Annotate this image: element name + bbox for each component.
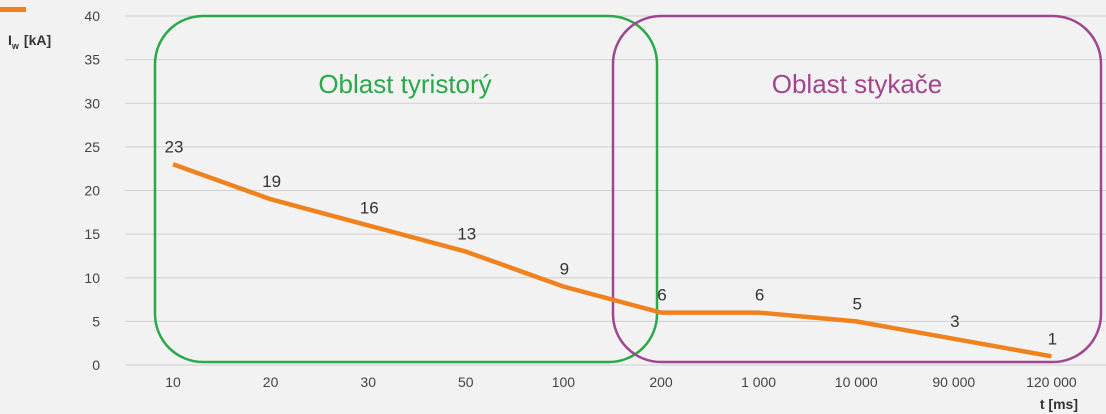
data-label: 13	[457, 225, 476, 244]
y-tick-label: 25	[84, 139, 100, 155]
y-tick-label: 5	[92, 313, 100, 329]
x-tick-label: 90 000	[932, 374, 975, 390]
data-label: 9	[560, 259, 569, 278]
data-label: 23	[165, 137, 184, 156]
y-tick-label: 10	[84, 270, 100, 286]
y-tick-label: 0	[92, 357, 100, 373]
x-tick-label: 50	[458, 374, 474, 390]
y-axis-title: Iw [kA]	[8, 32, 51, 51]
data-labels: 23 19 16 13 9 6 6 5 3 1	[165, 137, 1058, 348]
y-tick-label: 40	[84, 8, 100, 24]
x-axis-ticks: 10 20 30 50 100 200 1 000 10 000 90 000 120 000	[165, 374, 1077, 390]
data-label: 16	[360, 198, 379, 217]
y-tick-label: 35	[84, 52, 100, 68]
y-tick-label: 15	[84, 226, 100, 242]
region-thyristor-box	[153, 14, 659, 364]
data-label: 6	[755, 286, 764, 305]
y-axis-title-sub: w	[11, 41, 20, 51]
y-axis-title-main: I	[8, 32, 12, 48]
x-axis-title: t [ms]	[1040, 396, 1078, 412]
x-tick-label: 100	[552, 374, 576, 390]
region-thyristor-label: Oblast tyristorý	[318, 69, 491, 99]
region-contactor-label: Oblast stykače	[772, 69, 943, 99]
x-tick-label: 1 000	[741, 374, 776, 390]
x-tick-label: 120 000	[1026, 374, 1077, 390]
data-label: 6	[657, 286, 666, 305]
x-tick-label: 10 000	[835, 374, 878, 390]
region-contactor-box	[611, 14, 1103, 364]
y-tick-label: 30	[84, 95, 100, 111]
x-tick-label: 10	[165, 374, 181, 390]
x-tick-label: 200	[649, 374, 673, 390]
data-label: 19	[262, 172, 281, 191]
data-label: 3	[950, 312, 959, 331]
x-tick-label: 30	[360, 374, 376, 390]
data-label: 5	[852, 294, 861, 313]
y-axis-title-unit: [kA]	[24, 32, 51, 48]
data-label: 1	[1048, 329, 1057, 348]
y-axis-ticks: 0 5 10 15 20 25 30 35 40	[84, 8, 100, 373]
series-line	[172, 162, 1052, 359]
y-tick-label: 20	[84, 183, 100, 199]
legend-swatch	[0, 7, 26, 12]
x-tick-label: 20	[263, 374, 279, 390]
